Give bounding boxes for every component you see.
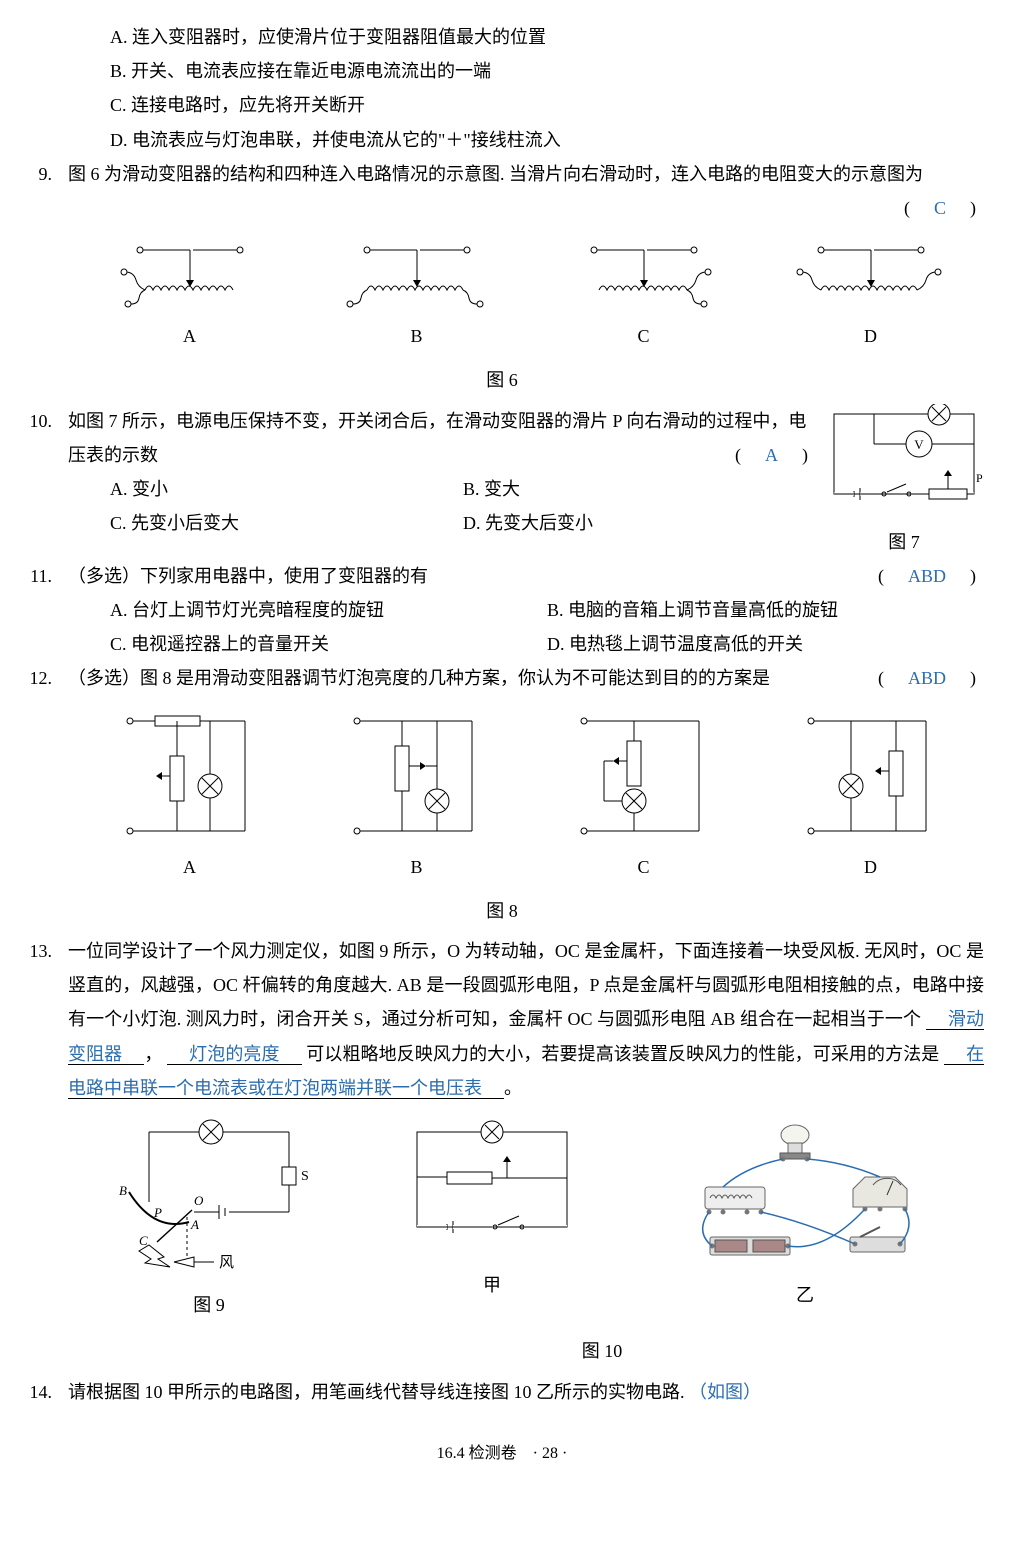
- circuit-a-icon: [115, 706, 265, 846]
- svg-text:V: V: [914, 437, 924, 452]
- q13-part1: 一位同学设计了一个风力测定仪，如图 9 所示，O 为转动轴，OC 是金属杆，下面…: [68, 941, 984, 1029]
- q9-fig-b: B: [337, 235, 497, 353]
- q11-opt-c: C. 电视遥控器上的音量开关: [110, 627, 547, 661]
- fig9-label: 图 9: [99, 1288, 319, 1322]
- q12-fig-b: B: [342, 706, 492, 884]
- q10-opt-d: D. 先变大后变小: [463, 506, 816, 540]
- svg-text:P: P: [976, 471, 983, 485]
- q10-answer: A: [759, 445, 784, 465]
- q12-fig-a: A: [115, 706, 265, 884]
- physical-circuit-icon: [665, 1117, 945, 1267]
- q12-fig-d: D: [796, 706, 946, 884]
- q12-answer-paren: ( ABD ): [878, 661, 984, 695]
- q12-fig-d-label: D: [796, 850, 946, 884]
- q10-opt-c: C. 先变小后变大: [110, 506, 463, 540]
- q9-figures: A B C D: [20, 235, 984, 353]
- q12: 12. （多选）图 8 是用滑动变阻器调节灯泡亮度的几种方案，你认为不可能达到目…: [20, 661, 984, 695]
- q13-end: 。: [504, 1078, 522, 1098]
- q10-number: 10.: [20, 404, 60, 438]
- q13-blank2: 灯泡的亮度: [167, 1044, 302, 1065]
- q13-mid2: 可以粗略地反映风力的大小，若要提高该装置反映风力的性能，可采用的方法是: [306, 1044, 939, 1064]
- q9-fig-c-label: C: [564, 319, 724, 353]
- fig9: S B A O P C 风 图 9: [99, 1117, 319, 1322]
- q9-number: 9.: [20, 157, 60, 191]
- q13-mid1: ，: [144, 1044, 162, 1064]
- q9-answer-paren: ( C ): [904, 191, 984, 225]
- page-footer: 16.4 检测卷 · 28 ·: [20, 1439, 984, 1469]
- q12-number: 12.: [20, 661, 60, 695]
- q11-opt-d: D. 电热毯上调节温度高低的开关: [547, 627, 984, 661]
- svg-text:风: 风: [219, 1254, 234, 1271]
- q8-option-b: B. 开关、电流表应接在靠近电源电流流出的一端: [20, 54, 984, 88]
- svg-text:O: O: [194, 1193, 204, 1208]
- q9-text: 图 6 为滑动变阻器的结构和四种连入电路情况的示意图. 当滑片向右滑动时，连入电…: [68, 164, 923, 184]
- q12-text: （多选）图 8 是用滑动变阻器调节灯泡亮度的几种方案，你认为不可能达到目的的方案…: [68, 668, 770, 688]
- q8-option-a: A. 连入变阻器时，应使滑片位于变阻器阻值最大的位置: [20, 20, 984, 54]
- q10-answer-paren: ( A ): [735, 438, 816, 472]
- fig10-jia: 甲: [397, 1117, 587, 1322]
- svg-text:A: A: [190, 1217, 199, 1232]
- q11: 11. （多选）下列家用电器中，使用了变阻器的有 ( ABD ): [20, 559, 984, 593]
- fig10-yi: 乙: [665, 1117, 945, 1322]
- circuit-d-icon: [796, 706, 946, 846]
- q11-opt-b: B. 电脑的音箱上调节音量高低的旋钮: [547, 593, 984, 627]
- rheostat-b-icon: [337, 235, 497, 315]
- q10-fig-label: 图 7: [824, 525, 984, 559]
- q14-number: 14.: [20, 1375, 60, 1409]
- q11-text: （多选）下列家用电器中，使用了变阻器的有: [68, 566, 428, 586]
- circuit-b-icon: [342, 706, 492, 846]
- q14: 14. 请根据图 10 甲所示的电路图，用笔画线代替导线连接图 10 乙所示的实…: [20, 1375, 984, 1409]
- q10-text: 如图 7 所示，电源电压保持不变，开关闭合后，在滑动变阻器的滑片 P 向右滑动的…: [68, 411, 806, 465]
- circuit-jia-icon: [397, 1117, 587, 1257]
- q11-answer-paren: ( ABD ): [878, 559, 984, 593]
- fig10-jia-label: 甲: [397, 1268, 587, 1302]
- q9-answer: C: [928, 198, 952, 218]
- rheostat-d-icon: [791, 235, 951, 315]
- svg-text:B: B: [119, 1183, 127, 1198]
- fig10-yi-label: 乙: [665, 1278, 945, 1312]
- q8-option-c: C. 连接电路时，应先将开关断开: [20, 88, 984, 122]
- svg-text:S: S: [301, 1169, 309, 1184]
- fig10-label: 图 10: [20, 1334, 984, 1368]
- q12-fig-a-label: A: [115, 850, 265, 884]
- q10-figure: V P 图 7: [824, 404, 984, 559]
- q12-fig-b-label: B: [342, 850, 492, 884]
- q8-option-d: D. 电流表应与灯泡串联，并使电流从它的"＋"接线柱流入: [20, 123, 984, 157]
- q10-opt-b: B. 变大: [463, 472, 816, 506]
- rheostat-a-icon: [110, 235, 270, 315]
- svg-text:P: P: [153, 1205, 162, 1220]
- q14-text: 请根据图 10 甲所示的电路图，用笔画线代替导线连接图 10 乙所示的实物电路.: [68, 1382, 685, 1402]
- q12-fig-label: 图 8: [20, 894, 984, 928]
- q12-fig-c: C: [569, 706, 719, 884]
- q9-fig-d: D: [791, 235, 951, 353]
- q11-opt-a: A. 台灯上调节灯光亮暗程度的旋钮: [110, 593, 547, 627]
- wind-meter-icon: S B A O P C 风: [99, 1117, 319, 1277]
- q9: 9. 图 6 为滑动变阻器的结构和四种连入电路情况的示意图. 当滑片向右滑动时，…: [20, 157, 984, 225]
- q9-fig-c: C: [564, 235, 724, 353]
- q10-opt-a: A. 变小: [110, 472, 463, 506]
- q12-figures: A B C: [20, 706, 984, 884]
- q10: V P 图 7 10. 如图 7 所示，电源电压保持不变，开关闭合后，在滑动变阻…: [20, 404, 984, 541]
- q12-fig-c-label: C: [569, 850, 719, 884]
- q12-answer: ABD: [902, 668, 952, 688]
- q9-fig-d-label: D: [791, 319, 951, 353]
- q13-figures: S B A O P C 风 图 9: [20, 1117, 984, 1322]
- svg-text:C: C: [139, 1233, 148, 1248]
- circuit-q10-icon: V P: [824, 404, 984, 514]
- q9-fig-a: A: [110, 235, 270, 353]
- q13-number: 13.: [20, 934, 60, 968]
- circuit-c-icon: [569, 706, 719, 846]
- rheostat-c-icon: [564, 235, 724, 315]
- q13: 13. 一位同学设计了一个风力测定仪，如图 9 所示，O 为转动轴，OC 是金属…: [20, 934, 984, 1105]
- q9-fig-b-label: B: [337, 319, 497, 353]
- q11-answer: ABD: [902, 566, 952, 586]
- q14-note: （如图）: [689, 1382, 761, 1402]
- q9-fig-a-label: A: [110, 319, 270, 353]
- q9-fig-label: 图 6: [20, 363, 984, 397]
- q11-number: 11.: [20, 559, 60, 593]
